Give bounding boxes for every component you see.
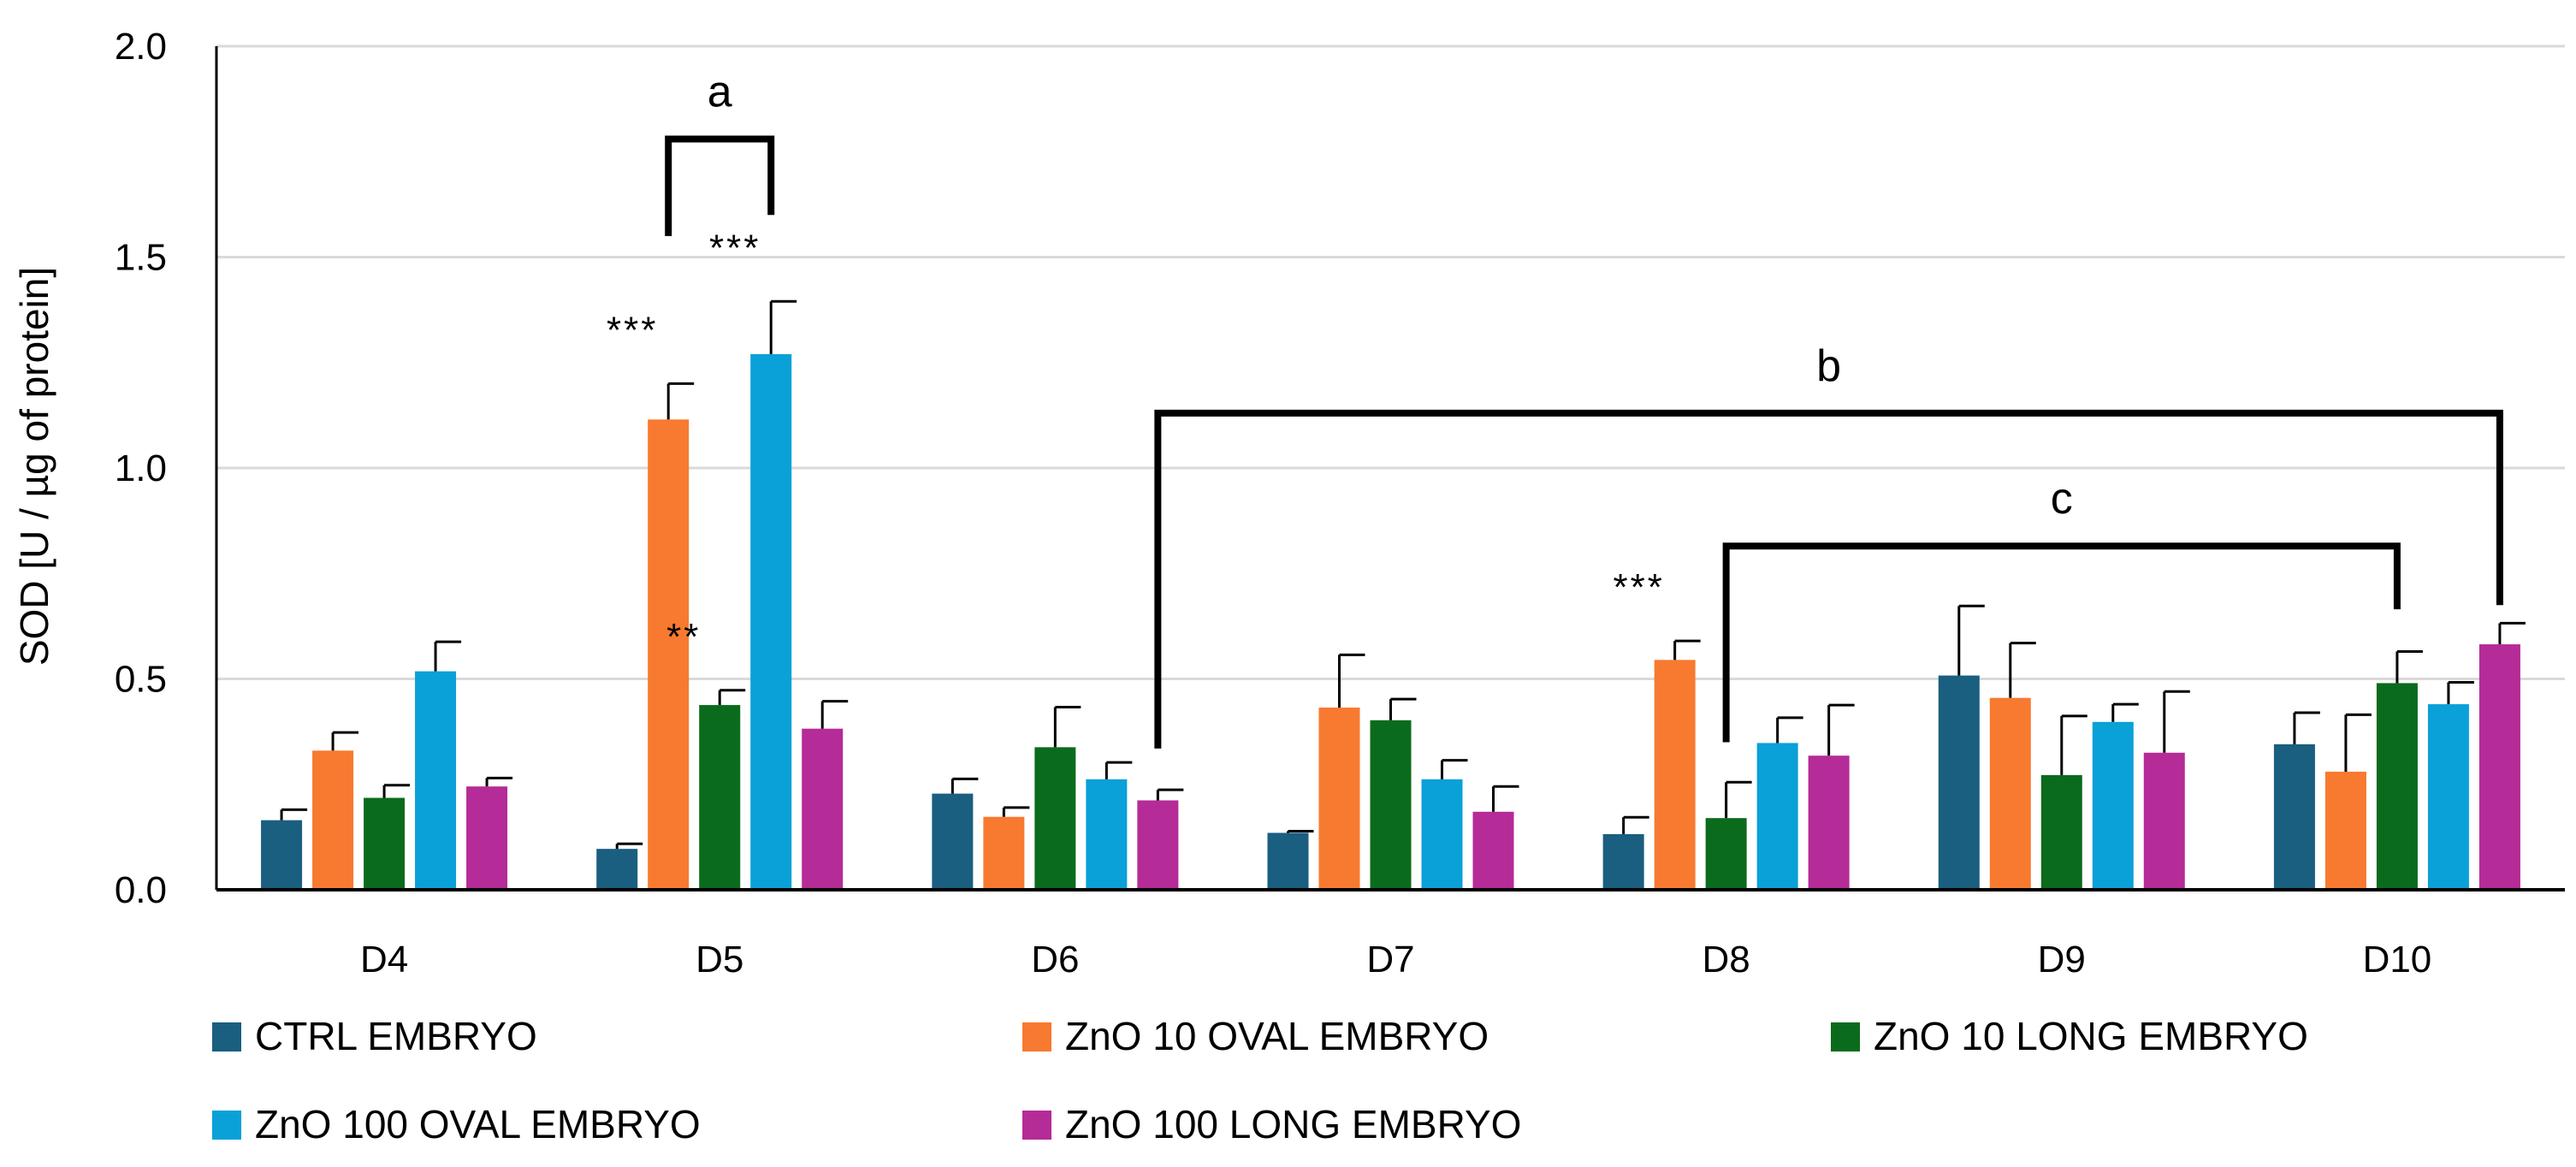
legend-swatch — [212, 1111, 241, 1140]
bar — [1318, 708, 1360, 890]
bar — [261, 820, 303, 890]
bar — [1137, 800, 1179, 890]
significance-label: ** — [666, 616, 701, 658]
legend-label: ZnO 10 LONG EMBRYO — [1874, 1014, 2308, 1058]
bar — [415, 671, 457, 890]
bar — [2143, 752, 2185, 890]
bar — [1602, 833, 1644, 890]
bar — [1370, 720, 1412, 890]
x-tick-label: D5 — [696, 939, 743, 980]
bar — [2376, 683, 2418, 890]
legend-swatch — [212, 1022, 241, 1051]
y-tick-label: 0.5 — [115, 659, 167, 701]
annotations: ***********abc — [607, 67, 2503, 749]
legend-label: ZnO 100 LONG EMBRYO — [1065, 1102, 1521, 1146]
error-bars — [280, 299, 2526, 850]
bracket-label: c — [2051, 474, 2073, 524]
bar — [2427, 704, 2469, 890]
bar — [1472, 811, 1514, 890]
y-tick-label: 1.0 — [115, 447, 167, 489]
x-tick-label: D7 — [1366, 939, 1414, 980]
legend-label: ZnO 10 OVAL EMBRYO — [1065, 1014, 1489, 1058]
x-tick-label: D4 — [360, 939, 408, 980]
x-tick-label: D10 — [2363, 939, 2432, 980]
legend-label: ZnO 100 OVAL EMBRYO — [255, 1102, 701, 1146]
bar — [750, 353, 792, 890]
significance-bracket — [665, 135, 775, 236]
bar — [1808, 755, 1850, 890]
bar — [1938, 675, 1980, 890]
bar — [1421, 779, 1463, 890]
bar — [2092, 721, 2134, 890]
bar — [1086, 779, 1128, 890]
y-tick-label: 0.0 — [115, 869, 167, 911]
bar — [699, 705, 741, 890]
axes: 0.0 0.5 1.0 1.5 2.0 D4 D5 D6 D7 D8 D9 D10 — [115, 26, 2565, 980]
gridlines — [216, 44, 2565, 680]
bar — [466, 786, 508, 890]
y-axis-title: SOD [U / µg of protein] — [12, 267, 56, 666]
significance-label: *** — [1613, 566, 1664, 608]
significance-bracket — [1722, 542, 2401, 743]
bar — [312, 750, 354, 890]
x-tick-label: D8 — [1703, 939, 1750, 980]
bar — [1034, 747, 1076, 890]
legend-swatch — [1022, 1022, 1051, 1051]
significance-label: *** — [607, 309, 658, 351]
legend-swatch — [1022, 1111, 1051, 1140]
y-tick-label: 2.0 — [115, 26, 167, 68]
legend-swatch — [1831, 1022, 1860, 1051]
bar — [2273, 743, 2315, 890]
bar — [2040, 774, 2082, 890]
bar — [596, 849, 638, 890]
bar — [2324, 771, 2366, 890]
bar — [932, 793, 974, 890]
significance-label: *** — [709, 227, 761, 269]
bar — [1989, 697, 2031, 890]
legend: CTRL EMBRYO ZnO 10 OVAL EMBRYO ZnO 10 LONG… — [212, 1014, 2308, 1146]
bar — [802, 728, 844, 890]
bracket-label: b — [1816, 341, 1841, 391]
bar — [364, 797, 406, 890]
bar — [1705, 818, 1747, 890]
x-tick-label: D6 — [1031, 939, 1079, 980]
bar — [648, 419, 690, 890]
legend-label: CTRL EMBRYO — [255, 1014, 537, 1058]
bracket-label: a — [708, 67, 732, 116]
bar — [2478, 644, 2520, 890]
y-tick-label: 1.5 — [115, 237, 167, 279]
bar — [983, 816, 1025, 890]
x-tick-label: D9 — [2038, 939, 2086, 980]
significance-bracket — [1154, 409, 2503, 749]
bar — [1267, 832, 1309, 890]
bar — [1756, 743, 1798, 890]
bar — [1654, 660, 1696, 890]
bars — [261, 353, 2520, 890]
